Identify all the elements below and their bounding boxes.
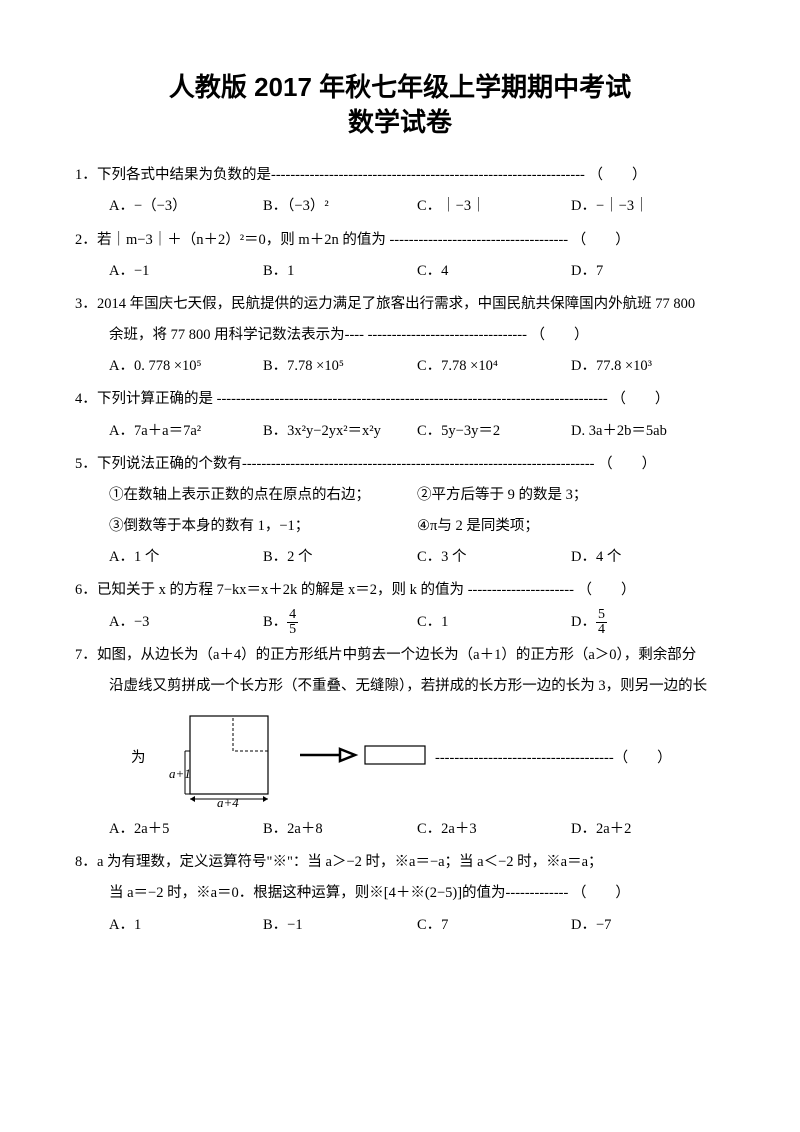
q7-figure: a+1 a+4 [155,708,435,808]
q8-opt-a: A．1 [109,910,263,941]
title-line-1: 人教版 2017 年秋七年级上学期期中考试 [75,70,725,105]
q4-dashes: ----------------------------------------… [217,384,608,415]
q4-opt-c: C．5y−3y＝2 [417,416,571,447]
q6-options: A．−3 B．45 C．1 D．54 [75,607,725,638]
q5-opt-b: B．2 个 [263,542,417,573]
question-1: 1． 下列各式中结果为负数的是-------------------------… [75,160,725,222]
q3-opt-c: C．7.78 ×10⁴ [417,351,571,382]
q1-opt-b: B．（−3）² [263,191,417,222]
q8-cont: 当 a＝−2 时，※a＝0．根据这种运算，则※[4＋※(2−5)]的值为----… [109,885,568,901]
q7-options: A．2a＋5 B．2a＋8 C．2a＋3 D．2a＋2 [75,814,725,845]
q8-opt-b: B．−1 [263,910,417,941]
q4-options: A．7a＋a＝7a² B．3x²y−2yx²＝x²y C．5y−3y＝2 D. … [75,416,725,447]
q3-opt-a: A．0. 778 ×10⁵ [109,351,263,382]
q6-text: 已知关于 x 的方程 7−kx＝x＋2k 的解是 x＝2，则 k 的值为 [97,582,468,598]
question-3: 3． 2014 年国庆七天假，民航提供的运力满足了旅客出行需求，中国民航共保障国… [75,289,725,383]
question-7: 7． 如图，从边长为（a＋4）的正方形纸片中剪去一个边长为（a＋1）的正方形（a… [75,640,725,846]
q6-opt-d: D．54 [571,607,725,638]
q4-num: 4． [75,384,97,415]
q2-paren: （ ） [572,232,630,248]
q5-dashes: ----------------------------------------… [242,449,595,480]
q5-options: A．1 个 B．2 个 C．3 个 D．4 个 [75,542,725,573]
q6-opt-c: C．1 [417,607,571,638]
q7-opt-c: C．2a＋3 [417,814,571,845]
q3-num: 3． [75,289,97,320]
q4-paren: （ ） [611,391,669,407]
q8-opt-c: C．7 [417,910,571,941]
q2-dashes: ------------------------------------- [389,225,568,256]
q1-opt-a: A．−（−3） [109,191,263,222]
question-6: 6． 已知关于 x 的方程 7−kx＝x＋2k 的解是 x＝2，则 k 的值为 … [75,575,725,637]
q7-figure-row: 为 a+1 a+4 [75,708,725,808]
question-4: 4． 下列计算正确的是 ----------------------------… [75,384,725,446]
title-line-2: 数学试卷 [75,105,725,140]
q4-opt-a: A．7a＋a＝7a² [109,416,263,447]
q3-text: 2014 年国庆七天假，民航提供的运力满足了旅客出行需求，中国民航共保障国内外航… [97,296,695,312]
q5-statements: ①在数轴上表示正数的点在原点的右边； ②平方后等于 9 的数是 3； ③倒数等于… [75,480,725,542]
q6-opt-b: B．45 [263,607,417,638]
q8-opt-d: D．−7 [571,910,725,941]
svg-text:a+4: a+4 [217,795,239,808]
frac-5-4: 54 [596,608,607,637]
q5-opt-a: A．1 个 [109,542,263,573]
q4-text: 下列计算正确的是 [97,391,217,407]
q8-options: A．1 B．−1 C．7 D．−7 [75,910,725,941]
q5-st-4: ④π与 2 是同类项； [417,511,725,542]
q6-num: 6． [75,575,97,606]
q1-num: 1． [75,160,97,191]
q3-opt-b: B．7.78 ×10⁵ [263,351,417,382]
q1-dashes: ----------------------------------------… [271,160,585,191]
q1-opt-d: D．−｜−3｜ [571,191,725,222]
question-8: 8． a 为有理数，定义运算符号"※"：当 a＞−2 时，※a＝−a；当 a＜−… [75,847,725,941]
q4-opt-b: B．3x²y−2yx²＝x²y [263,416,417,447]
q6-dashes: ---------------------- [468,575,574,606]
svg-text:a+1: a+1 [169,766,191,781]
q7-cont2-prefix: 为 [131,743,155,774]
q6-opt-a: A．−3 [109,607,263,638]
q2-opt-d: D．7 [571,256,725,287]
q7-text: 如图，从边长为（a＋4）的正方形纸片中剪去一个边长为（a＋1）的正方形（a＞0）… [97,647,696,663]
question-5: 5． 下列说法正确的个数有---------------------------… [75,449,725,574]
q7-opt-b: B．2a＋8 [263,814,417,845]
q5-st-1: ①在数轴上表示正数的点在原点的右边； [109,480,417,511]
q5-st-3: ③倒数等于本身的数有 1，−1； [109,511,417,542]
q2-text: 若｜m−3｜＋（n＋2）²＝0，则 m＋2n 的值为 [97,232,389,248]
q5-opt-c: C．3 个 [417,542,571,573]
q3-cont: 余班，将 77 800 用科学记数法表示为---- --------------… [109,327,527,343]
q4-opt-d: D. 3a＋2b＝5ab [571,416,725,447]
q3-paren: （ ） [531,327,589,343]
q8-num: 8． [75,847,97,878]
q5-paren: （ ） [598,456,656,472]
q8-text: a 为有理数，定义运算符号"※"：当 a＞−2 时，※a＝−a；当 a＜−2 时… [97,854,603,870]
q1-paren: （ ） [589,167,647,183]
exam-title: 人教版 2017 年秋七年级上学期期中考试 数学试卷 [75,70,725,140]
q7-opt-d: D．2a＋2 [571,814,725,845]
q2-opt-b: B．1 [263,256,417,287]
q5-st-2: ②平方后等于 9 的数是 3； [417,480,725,511]
q5-num: 5． [75,449,97,480]
q3-opt-d: D．77.8 ×10³ [571,351,725,382]
q5-text: 下列说法正确的个数有 [97,456,242,472]
q7-paren: （ ） [614,743,672,774]
exam-page: 人教版 2017 年秋七年级上学期期中考试 数学试卷 1． 下列各式中结果为负数… [0,0,800,983]
q2-opt-a: A．−1 [109,256,263,287]
frac-4-5: 45 [287,608,298,637]
q7-cont: 沿虚线又剪拼成一个长方形（不重叠、无缝隙），若拼成的长方形一边的长为 3，则另一… [109,678,707,694]
q3-options: A．0. 778 ×10⁵ B．7.78 ×10⁵ C．7.78 ×10⁴ D．… [75,351,725,382]
q7-opt-a: A．2a＋5 [109,814,263,845]
q1-opt-c: C．｜−3｜ [417,191,571,222]
q1-options: A．−（−3） B．（−3）² C．｜−3｜ D．−｜−3｜ [75,191,725,222]
q2-num: 2． [75,225,97,256]
q5-opt-d: D．4 个 [571,542,725,573]
q6-paren: （ ） [578,582,636,598]
q2-opt-c: C．4 [417,256,571,287]
q2-options: A．−1 B．1 C．4 D．7 [75,256,725,287]
question-2: 2． 若｜m−3｜＋（n＋2）²＝0，则 m＋2n 的值为 ----------… [75,225,725,287]
q8-paren: （ ） [572,885,630,901]
q7-num: 7． [75,640,97,671]
q1-text: 下列各式中结果为负数的是 [97,167,271,183]
q7-cont2-dashes: ------------------------------------- [435,743,614,774]
